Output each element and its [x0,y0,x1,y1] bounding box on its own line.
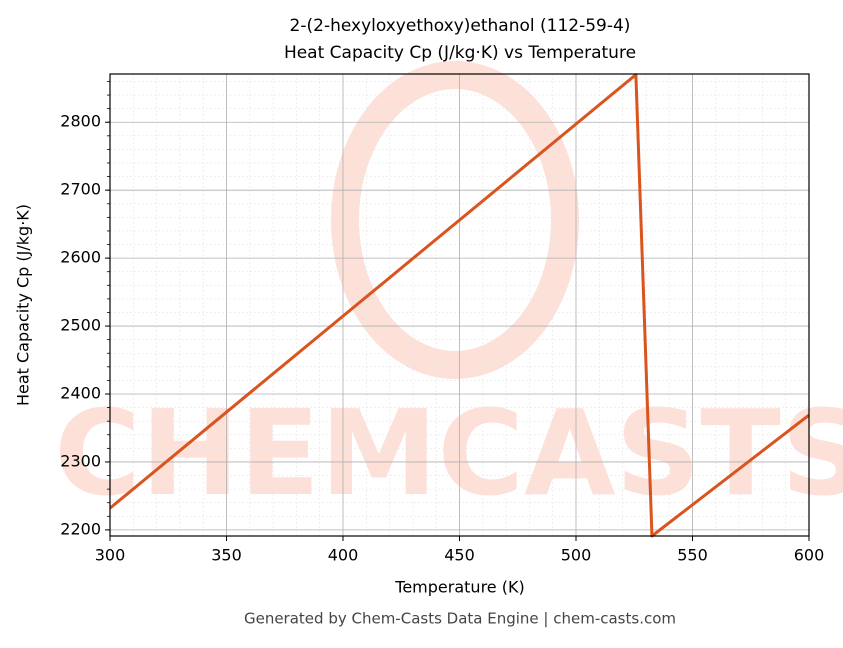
y-tick-label: 2300 [60,451,101,470]
watermark: CHEMCASTS [54,384,843,522]
data-line [110,73,809,538]
x-tick-label: 450 [444,546,475,565]
y-tick-label: 2700 [60,180,101,199]
y-axis-label: Heat Capacity Cp (J/kg·K) [14,204,33,406]
y-tick-label: 2800 [60,112,101,131]
footer: Generated by Chem-Casts Data Engine | ch… [244,610,676,628]
x-axis-label: Temperature (K) [394,578,524,597]
x-tick-label: 350 [211,546,242,565]
x-tick-label: 600 [794,546,825,565]
x-tick-label: 300 [95,546,126,565]
x-tick-label: 500 [561,546,592,565]
chart-title: 2-(2-hexyloxyethoxy)ethanol (112-59-4) [290,16,631,36]
y-tick-label: 2200 [60,519,101,538]
chart-subtitle: Heat Capacity Cp (J/kg·K) vs Temperature [284,43,636,63]
plot-frame [109,73,810,537]
watermark-logo [331,61,579,379]
x-tick-label: 550 [677,546,708,565]
y-tick-label: 2400 [60,384,101,403]
x-tick-label: 400 [328,546,359,565]
y-tick-label: 2500 [60,316,101,335]
y-tick-label: 2600 [60,248,101,267]
